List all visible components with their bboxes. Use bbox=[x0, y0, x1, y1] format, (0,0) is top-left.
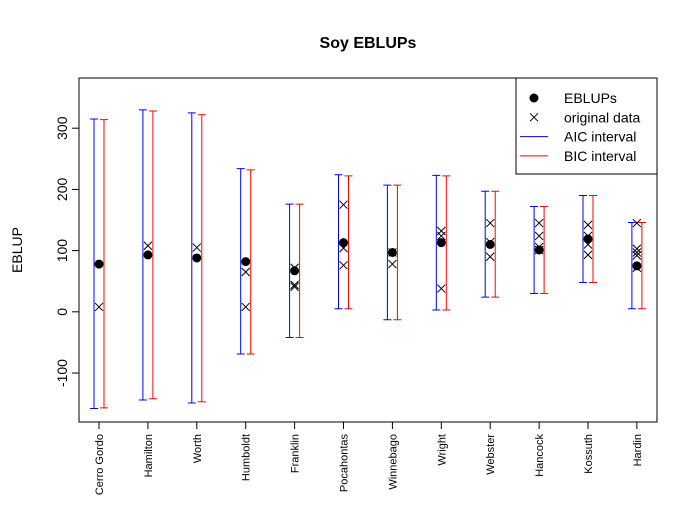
data-cross bbox=[388, 259, 397, 269]
data-cross bbox=[339, 243, 348, 253]
eblup-point bbox=[143, 250, 153, 260]
interval bbox=[540, 206, 549, 294]
legend-dot bbox=[529, 93, 539, 103]
data-cross bbox=[534, 231, 544, 241]
x-tick-label: Franklin bbox=[290, 434, 302, 473]
data-cross bbox=[485, 252, 495, 262]
interval bbox=[148, 110, 157, 400]
data-cross bbox=[290, 263, 299, 273]
data-cross bbox=[290, 280, 299, 290]
eblup-point bbox=[583, 234, 593, 244]
interval bbox=[589, 195, 597, 283]
x-tick-label: Worth bbox=[192, 434, 204, 463]
eblup-point bbox=[192, 253, 202, 263]
interval bbox=[530, 206, 539, 294]
interval bbox=[637, 221, 646, 310]
interval bbox=[442, 175, 451, 311]
x-tick-label: Cerro Gordo bbox=[94, 434, 106, 495]
data-cross bbox=[632, 244, 642, 254]
data-cross bbox=[583, 240, 593, 249]
legend-cross bbox=[529, 112, 539, 122]
legend-box bbox=[515, 77, 658, 175]
interval bbox=[579, 195, 587, 283]
data-cross bbox=[339, 260, 348, 270]
data-cross bbox=[632, 248, 642, 257]
x-tick-label: Hancock bbox=[534, 434, 546, 477]
data-cross bbox=[534, 218, 544, 228]
legend-label: original data bbox=[564, 109, 640, 125]
eblup-point bbox=[290, 266, 300, 276]
eblup-point bbox=[485, 239, 495, 249]
data-cross bbox=[583, 250, 593, 260]
y-tick-label: 200 bbox=[54, 178, 70, 202]
interval bbox=[344, 175, 353, 310]
data-cross bbox=[192, 243, 202, 252]
x-tick-label: Kossuth bbox=[583, 434, 595, 474]
y-tick-label: 100 bbox=[54, 239, 70, 263]
legend-label: EBLUPs bbox=[564, 90, 617, 106]
legend-label: AIC interval bbox=[564, 129, 636, 145]
y-axis-label: EBLUP bbox=[9, 227, 25, 273]
interval bbox=[246, 169, 255, 355]
eblup-point bbox=[632, 261, 642, 271]
interval bbox=[295, 203, 304, 339]
data-cross bbox=[241, 302, 251, 312]
x-tick-label: Wright bbox=[436, 434, 448, 466]
x-tick-label: Winnebago bbox=[387, 434, 399, 490]
interval bbox=[100, 119, 108, 409]
data-cross bbox=[485, 218, 495, 228]
interval bbox=[138, 109, 147, 401]
interval bbox=[236, 168, 245, 355]
data-cross bbox=[632, 263, 642, 273]
data-cross bbox=[583, 231, 593, 241]
interval bbox=[383, 184, 392, 321]
interval bbox=[627, 221, 636, 310]
interval bbox=[393, 184, 402, 321]
interval bbox=[285, 203, 294, 339]
data-cross bbox=[241, 267, 251, 277]
data-cross bbox=[632, 218, 642, 228]
x-tick-label: Humboldt bbox=[241, 434, 253, 481]
data-cross bbox=[388, 248, 397, 257]
data-cross bbox=[339, 200, 348, 210]
interval bbox=[90, 118, 98, 410]
eblup-point bbox=[436, 238, 446, 248]
interval bbox=[197, 114, 206, 403]
x-tick-label: Webster bbox=[485, 434, 497, 475]
y-tick-label: 300 bbox=[54, 116, 70, 140]
interval bbox=[481, 190, 490, 298]
data-cross bbox=[534, 245, 544, 255]
y-tick-label: 0 bbox=[54, 308, 70, 316]
interval bbox=[334, 174, 343, 310]
x-tick-label: Pocahontas bbox=[339, 434, 351, 493]
x-tick-label: Hamilton bbox=[143, 434, 155, 477]
data-cross bbox=[94, 302, 104, 312]
eblup-point bbox=[94, 259, 104, 269]
data-cross bbox=[632, 251, 642, 260]
plot-frame bbox=[78, 77, 658, 423]
data-cross bbox=[534, 242, 544, 252]
data-cross bbox=[143, 241, 153, 251]
data-cross bbox=[436, 231, 446, 241]
legend-label: BIC interval bbox=[564, 148, 636, 164]
eblup-point bbox=[339, 238, 348, 248]
data-cross bbox=[436, 284, 446, 293]
interval bbox=[187, 112, 196, 404]
y-tick-label: -100 bbox=[54, 359, 70, 387]
interval bbox=[491, 190, 500, 298]
data-cross bbox=[485, 237, 495, 247]
chart-title: Soy EBLUPs bbox=[320, 35, 417, 52]
data-cross bbox=[290, 282, 299, 292]
x-tick-label: Hardin bbox=[632, 434, 644, 466]
interval bbox=[432, 174, 441, 311]
eblup-point bbox=[241, 257, 251, 267]
data-cross bbox=[583, 220, 593, 230]
